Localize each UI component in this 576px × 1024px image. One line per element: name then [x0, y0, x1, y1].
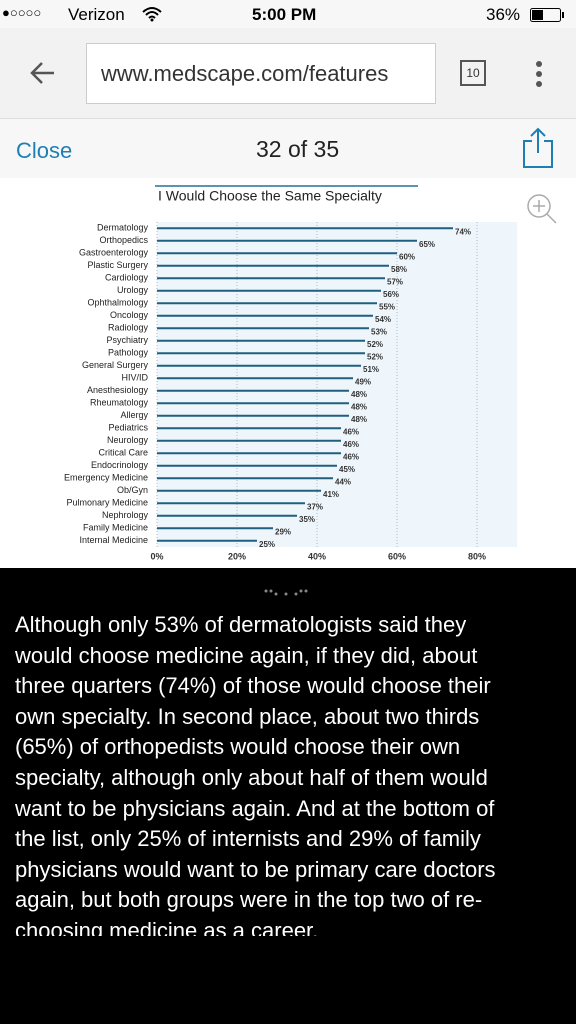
value-label: 74% [455, 227, 471, 236]
y-tick-label: Endocrinology [91, 460, 149, 470]
value-label: 46% [343, 440, 359, 449]
caption-line: would choose medicine again, if they did… [15, 642, 478, 668]
value-label: 58% [391, 265, 407, 274]
value-label: 46% [343, 452, 359, 461]
value-label: 48% [351, 415, 367, 424]
value-label: 55% [379, 302, 395, 311]
y-tick-label: Ob/Gyn [117, 485, 148, 495]
value-label: 37% [307, 502, 323, 511]
caption-line: again, but both groups were in the top t… [15, 887, 483, 913]
url-field[interactable]: www.medscape.com/features [86, 43, 436, 104]
y-tick-label: Allergy [120, 410, 148, 420]
value-label: 29% [275, 527, 291, 536]
y-tick-label: Cardiology [105, 273, 149, 283]
x-tick-label: 60% [388, 551, 406, 561]
share-button[interactable] [522, 127, 554, 169]
zoom-icon[interactable] [527, 194, 557, 224]
value-label: 48% [351, 390, 367, 399]
x-tick-label: 40% [308, 551, 326, 561]
chart-title: I Would Choose the Same Specialty [158, 188, 382, 204]
wifi-icon [142, 7, 162, 22]
caption-line: own specialty. In second place, about tw… [15, 703, 480, 729]
y-tick-label: Gastroenterology [79, 248, 149, 258]
y-tick-label: Family Medicine [83, 523, 148, 533]
value-label: 45% [339, 465, 355, 474]
chart-area: I Would Choose the Same Specialty 0% 20% 4… [0, 178, 576, 568]
value-label: 41% [323, 490, 339, 499]
menu-button[interactable] [534, 60, 544, 88]
value-label: 46% [343, 427, 359, 436]
y-tick-label: Critical Care [98, 448, 148, 458]
y-tick-label: Psychiatry [106, 335, 148, 345]
time: 5:00 PM [252, 5, 317, 24]
y-tick-label: General Surgery [82, 360, 149, 370]
back-button[interactable] [28, 58, 58, 88]
caption-line: three quarters (74%) of those would choo… [15, 673, 491, 699]
value-label: 52% [367, 352, 383, 361]
caption-line: choosing medicine as a career. [15, 917, 319, 936]
slide-position: 32 of 35 [256, 136, 340, 162]
close-button[interactable]: Close [16, 138, 73, 163]
y-tick-label: Anesthesiology [87, 385, 149, 395]
value-label: 65% [419, 240, 435, 249]
x-tick-label: 0% [150, 551, 163, 561]
y-tick-label: Rheumatology [90, 398, 149, 408]
value-label: 51% [363, 365, 379, 374]
y-tick-label: Pathology [108, 348, 149, 358]
battery-level: 36% [486, 5, 521, 24]
value-label: 25% [259, 540, 275, 549]
value-label: 56% [383, 290, 399, 299]
value-label: 44% [335, 477, 351, 486]
y-tick-label: Orthopedics [99, 235, 148, 245]
y-tick-label: Urology [117, 285, 149, 295]
caption-line: (65%) of orthopedists would choose their… [15, 734, 461, 760]
y-tick-label: Oncology [110, 310, 149, 320]
y-tick-label: Ophthalmology [87, 298, 148, 308]
value-label: 57% [387, 277, 403, 286]
value-label: 49% [355, 377, 371, 386]
caption: Although only 53% of dermatologists said… [15, 610, 570, 936]
browser-bar: www.medscape.com/features 10 [0, 28, 576, 118]
caption-line: the list, only 25% of internists and 29%… [15, 826, 481, 852]
y-tick-label: HIV/ID [121, 373, 148, 383]
caption-line: specialty, although only about half of t… [15, 764, 488, 790]
drag-handle[interactable] [262, 588, 312, 598]
caption-line: want to be physicians again. And at the … [15, 795, 495, 821]
y-tick-label: Pulmonary Medicine [66, 498, 148, 508]
battery-icon [530, 8, 564, 22]
status-bar: ●○○○○ Verizon 5:00 PM 36% [0, 0, 576, 28]
value-label: 35% [299, 515, 315, 524]
y-tick-label: Nephrology [102, 510, 149, 520]
y-tick-label: Emergency Medicine [64, 473, 148, 483]
y-tick-label: Dermatology [97, 223, 149, 233]
value-label: 54% [375, 315, 391, 324]
y-tick-label: Neurology [107, 435, 149, 445]
value-label: 53% [371, 327, 387, 336]
x-tick-label: 80% [468, 551, 486, 561]
value-label: 60% [399, 252, 415, 261]
value-label: 52% [367, 340, 383, 349]
tab-count[interactable]: 10 [460, 60, 486, 86]
y-tick-label: Internal Medicine [79, 535, 148, 545]
chart: I Would Choose the Same Specialty 0% 20% 4… [64, 185, 557, 561]
signal: ●○○○○ [2, 5, 42, 20]
plot-background [157, 222, 517, 547]
slideshow-nav: Close 32 of 35 [0, 118, 576, 178]
y-tick-label: Plastic Surgery [87, 260, 148, 270]
url: www.medscape.com/features [101, 61, 389, 86]
carrier: Verizon [68, 5, 125, 24]
y-tick-label: Radiology [108, 323, 149, 333]
x-tick-label: 20% [228, 551, 246, 561]
caption-line: Although only 53% of dermatologists said… [15, 612, 467, 637]
caption-line: physicians would want to be primary care… [15, 856, 496, 882]
value-label: 48% [351, 402, 367, 411]
y-tick-label: Pediatrics [108, 423, 148, 433]
